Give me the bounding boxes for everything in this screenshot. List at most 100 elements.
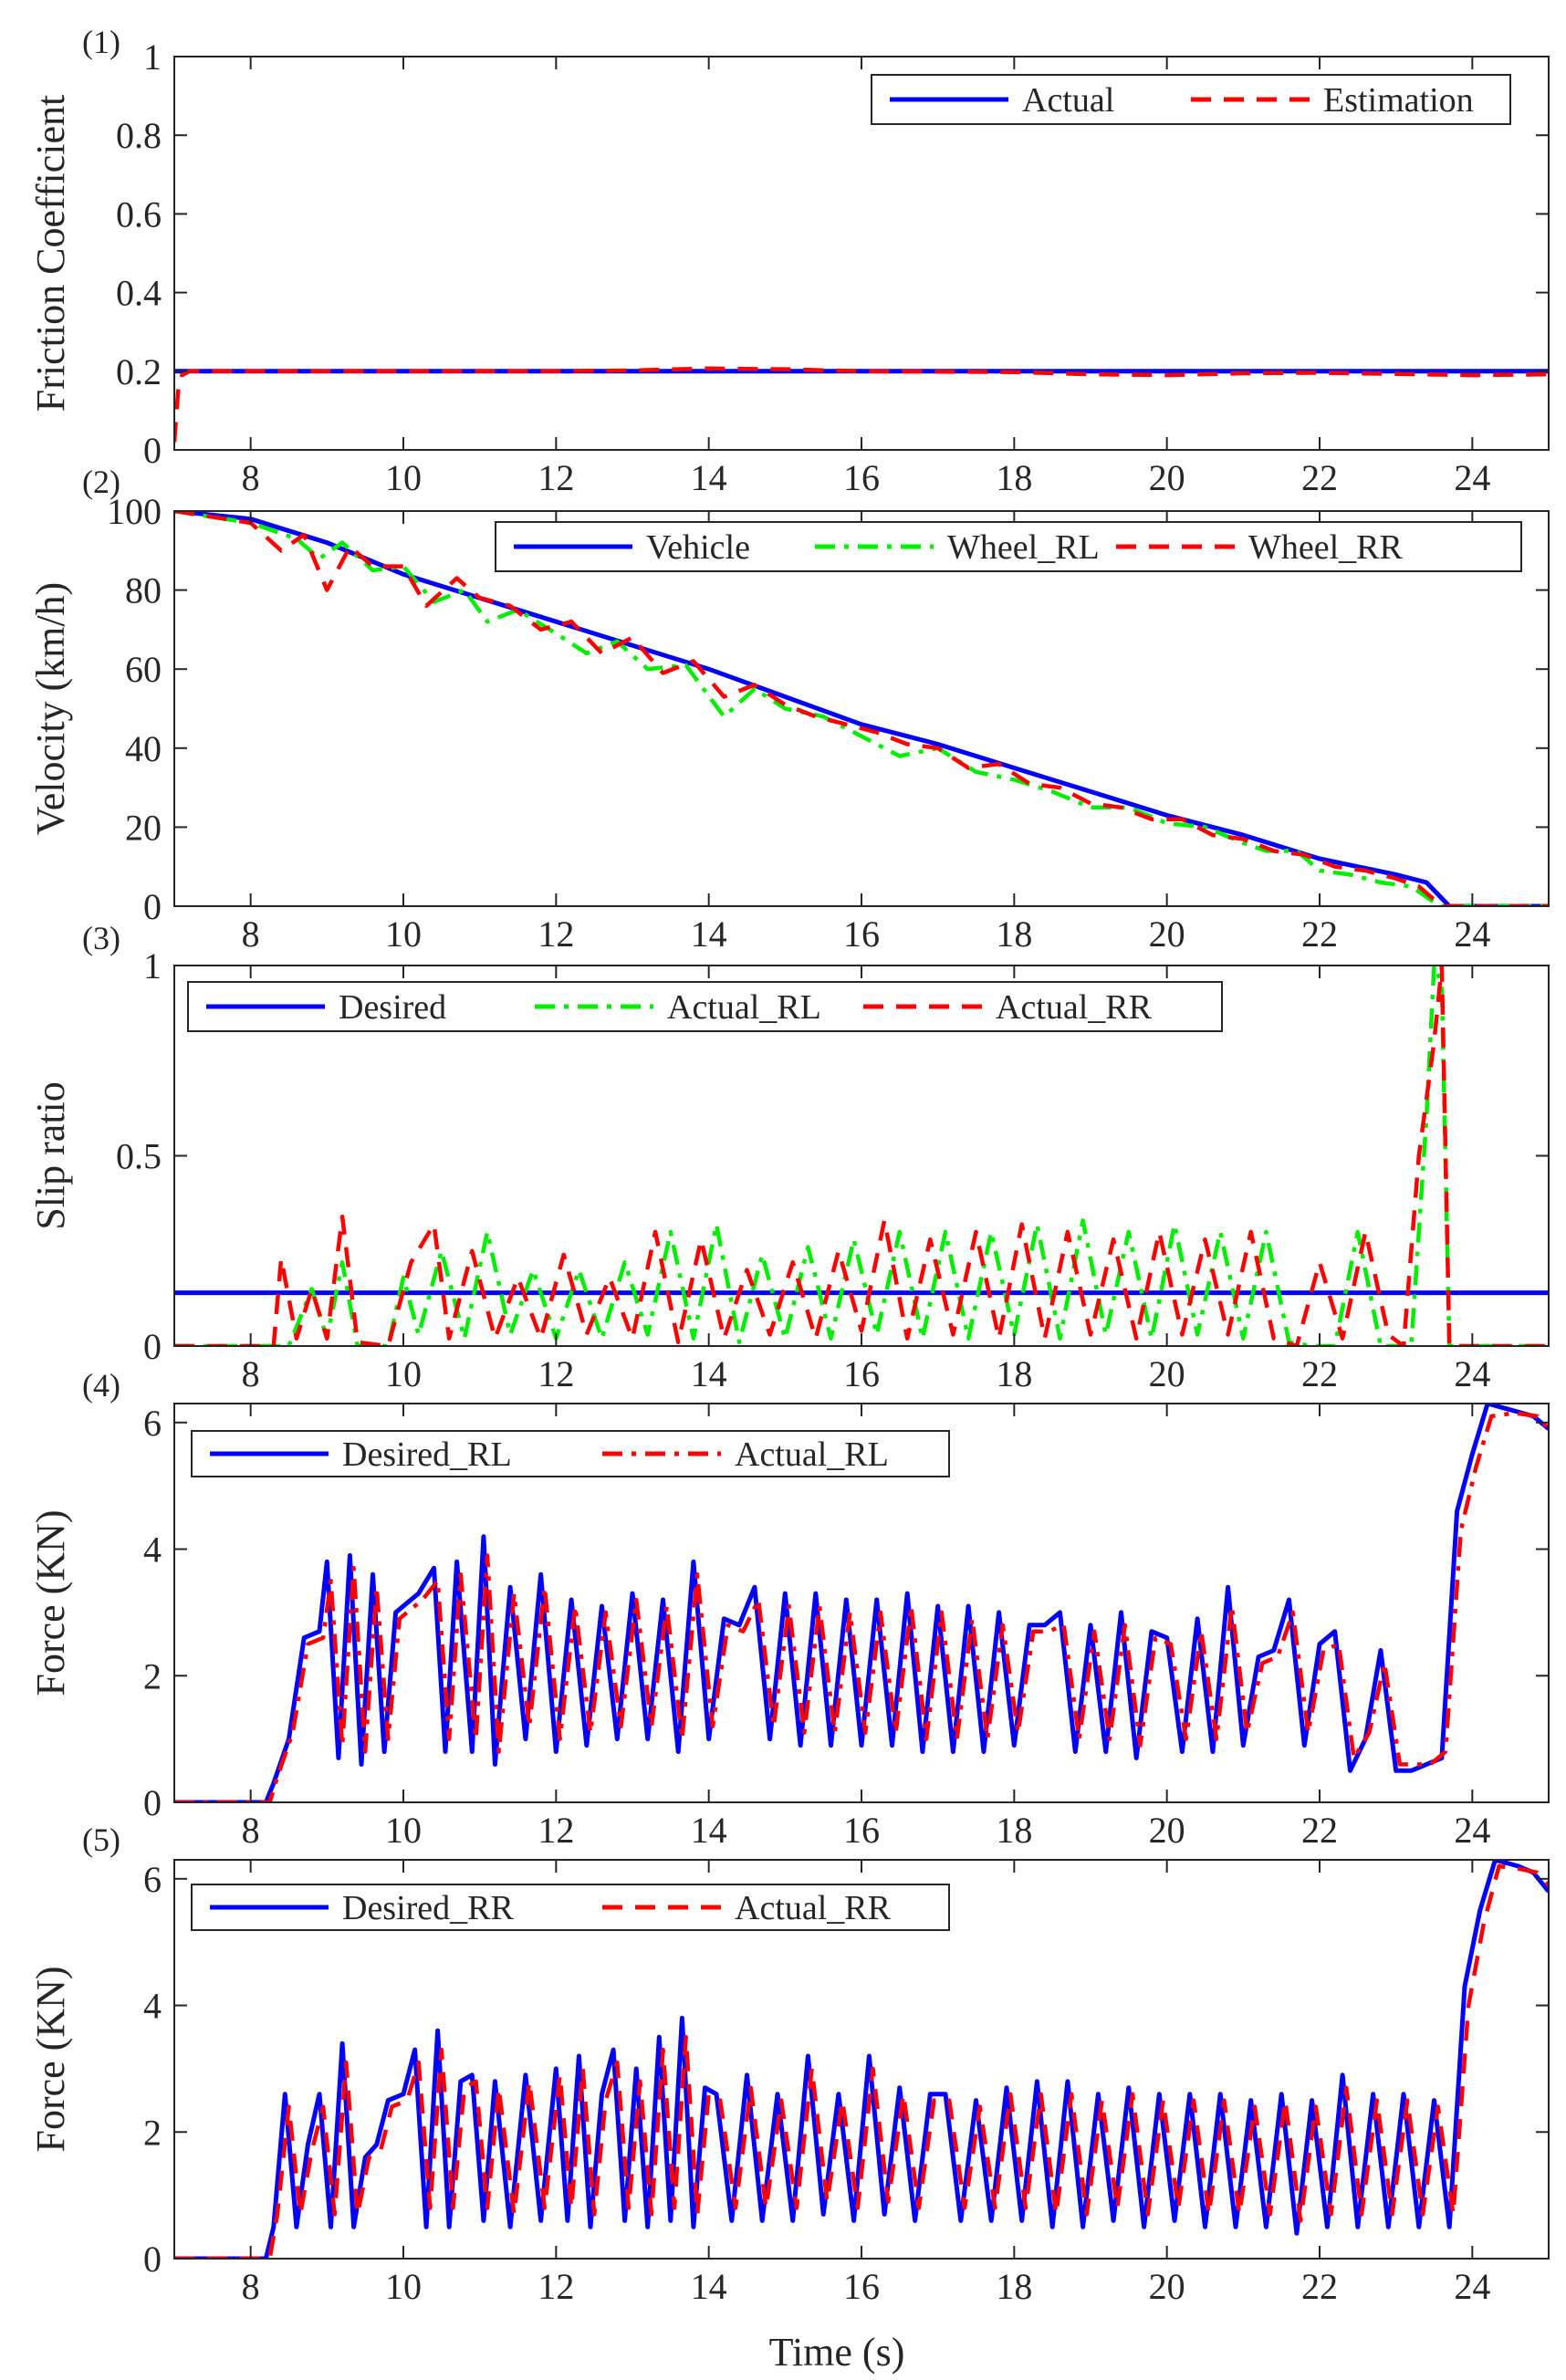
y-tick-label: 0.8 (116, 115, 162, 156)
y-axis-label: Velocity (km/h) (28, 582, 73, 835)
legend-label: Desired_RR (342, 1889, 515, 1927)
x-tick-label: 24 (1454, 457, 1490, 498)
x-tick-label: 24 (1454, 1353, 1490, 1394)
legend-label: Actual (1022, 81, 1114, 120)
x-tick-label: 24 (1454, 1810, 1490, 1851)
x-tick-label: 20 (1149, 2266, 1185, 2307)
series-line-actual-rl (174, 1411, 1549, 1802)
series-line-desired-rl (174, 1404, 1549, 1802)
y-tick-label: 4 (143, 1986, 162, 2027)
y-tick-label: 80 (125, 570, 162, 611)
x-tick-label: 14 (691, 1810, 727, 1851)
x-axis-label: Time (s) (769, 2330, 905, 2375)
axes-layer: 8 10 12 14 16 18 20 22 2400.20.40.60.81Friction … (28, 24, 1550, 2307)
y-tick-label: 0 (143, 1782, 162, 1823)
y-tick-label: 4 (143, 1529, 162, 1571)
chart-panel-1: 8 10 12 14 16 18 20 22 24 0 0.2 0.4 0.6 0.8 1 Friction … (28, 24, 1550, 498)
x-tick-label: 10 (385, 2266, 422, 2307)
panel-label: (4) (82, 1367, 120, 1404)
x-tick-label: 12 (538, 457, 574, 498)
x-tick-label: 16 (843, 1353, 880, 1394)
y-tick-label: 40 (125, 728, 162, 769)
series-line-actual-rr (174, 1863, 1549, 2259)
x-tick-label: 20 (1149, 913, 1185, 955)
x-tick-label: 18 (996, 1353, 1032, 1394)
y-axis-label: Friction Coefficient (28, 95, 73, 412)
legend-label: Actual_RR (735, 1889, 892, 1927)
x-tick-label: 10 (385, 457, 422, 498)
legend: Desired_RL Actual_RL (191, 1430, 950, 1477)
x-tick-label: 12 (538, 2266, 574, 2307)
y-tick-label: 1 (143, 945, 162, 986)
legend: Vehicle Wheel_RL Wheel_RR (495, 521, 1522, 572)
panel-label: (3) (82, 920, 120, 956)
x-tick-label: 22 (1301, 1810, 1338, 1851)
x-tick-label: 14 (691, 2266, 727, 2307)
y-tick-label: 0.5 (116, 1136, 162, 1177)
y-tick-label: 2 (143, 2112, 162, 2153)
y-tick-label: 0.2 (116, 351, 162, 392)
y-tick-label: 2 (143, 1655, 162, 1696)
x-tick-label: 12 (538, 1353, 574, 1394)
y-tick-label: 0.4 (116, 273, 162, 314)
x-tick-label: 18 (996, 913, 1032, 955)
x-tick-label: 22 (1301, 1353, 1338, 1394)
x-tick-label: 12 (538, 913, 574, 955)
series-line-actual-rl (174, 966, 1549, 1346)
x-tick-label: 14 (691, 913, 727, 955)
chart-panel-3: 8 10 12 14 16 18 20 22 24 0 0.5 1 Slip ratio (3) Desir… (28, 920, 1550, 1394)
x-tick-label: 22 (1301, 2266, 1338, 2307)
x-tick-label: 16 (843, 2266, 880, 2307)
series-line-vehicle (174, 511, 1549, 906)
legend: Desired_RR Actual_RR (191, 1884, 950, 1931)
legend-label: Desired_RL (342, 1435, 512, 1474)
legend-label: Desired (339, 988, 446, 1027)
legend: Actual Estimation (871, 74, 1511, 125)
x-tick-label: 10 (385, 913, 422, 955)
legend-label: Actual_RR (996, 988, 1153, 1027)
legend-label: Wheel_RL (947, 528, 1100, 567)
chart-panel-2: 8 10 12 14 16 18 20 22 24 0 20 40 60 80 100 Velocity (k… (28, 464, 1550, 955)
y-axis-label: Force (KN) (28, 1509, 73, 1696)
y-tick-label: 0 (143, 430, 162, 471)
x-tick-label: 18 (996, 1810, 1032, 1851)
x-tick-label: 14 (691, 457, 727, 498)
y-tick-label: 100 (107, 491, 162, 532)
x-tick-label: 12 (538, 1810, 574, 1851)
x-tick-label: 20 (1149, 1353, 1185, 1394)
y-tick-label: 1 (143, 37, 162, 78)
series-line-wheel-rl (174, 511, 1549, 906)
x-tick-label: 10 (385, 1353, 422, 1394)
panel-label: (5) (82, 1822, 120, 1858)
y-tick-label: 0.6 (116, 193, 162, 235)
panel-label: (2) (82, 464, 120, 500)
y-tick-label: 6 (143, 1859, 162, 1900)
series-line-wheel-rr (174, 511, 1549, 906)
x-tick-label: 24 (1454, 2266, 1490, 2307)
x-tick-label: 22 (1301, 457, 1338, 498)
legend-label: Actual_RL (735, 1435, 889, 1474)
x-tick-label: 8 (242, 1810, 260, 1851)
y-axis-label: Force (KN) (28, 1966, 73, 2152)
legend-box (495, 521, 1522, 572)
series-line-desired-rr (174, 1860, 1549, 2259)
y-axis-label: Slip ratio (28, 1081, 73, 1230)
x-tick-label: 10 (385, 1810, 422, 1851)
x-tick-label: 14 (691, 1353, 727, 1394)
y-tick-label: 0 (143, 886, 162, 927)
x-tick-label: 18 (996, 457, 1032, 498)
y-tick-label: 6 (143, 1403, 162, 1444)
legend-box (187, 981, 1223, 1032)
x-tick-label: 22 (1301, 913, 1338, 955)
x-tick-label: 8 (242, 913, 260, 955)
x-tick-label: 20 (1149, 457, 1185, 498)
x-tick-label: 24 (1454, 913, 1490, 955)
x-tick-label: 18 (996, 2266, 1032, 2307)
y-tick-label: 20 (125, 807, 162, 848)
x-tick-label: 8 (242, 457, 260, 498)
legend-label: Actual_RL (667, 988, 821, 1027)
legend-label: Estimation (1323, 81, 1474, 120)
